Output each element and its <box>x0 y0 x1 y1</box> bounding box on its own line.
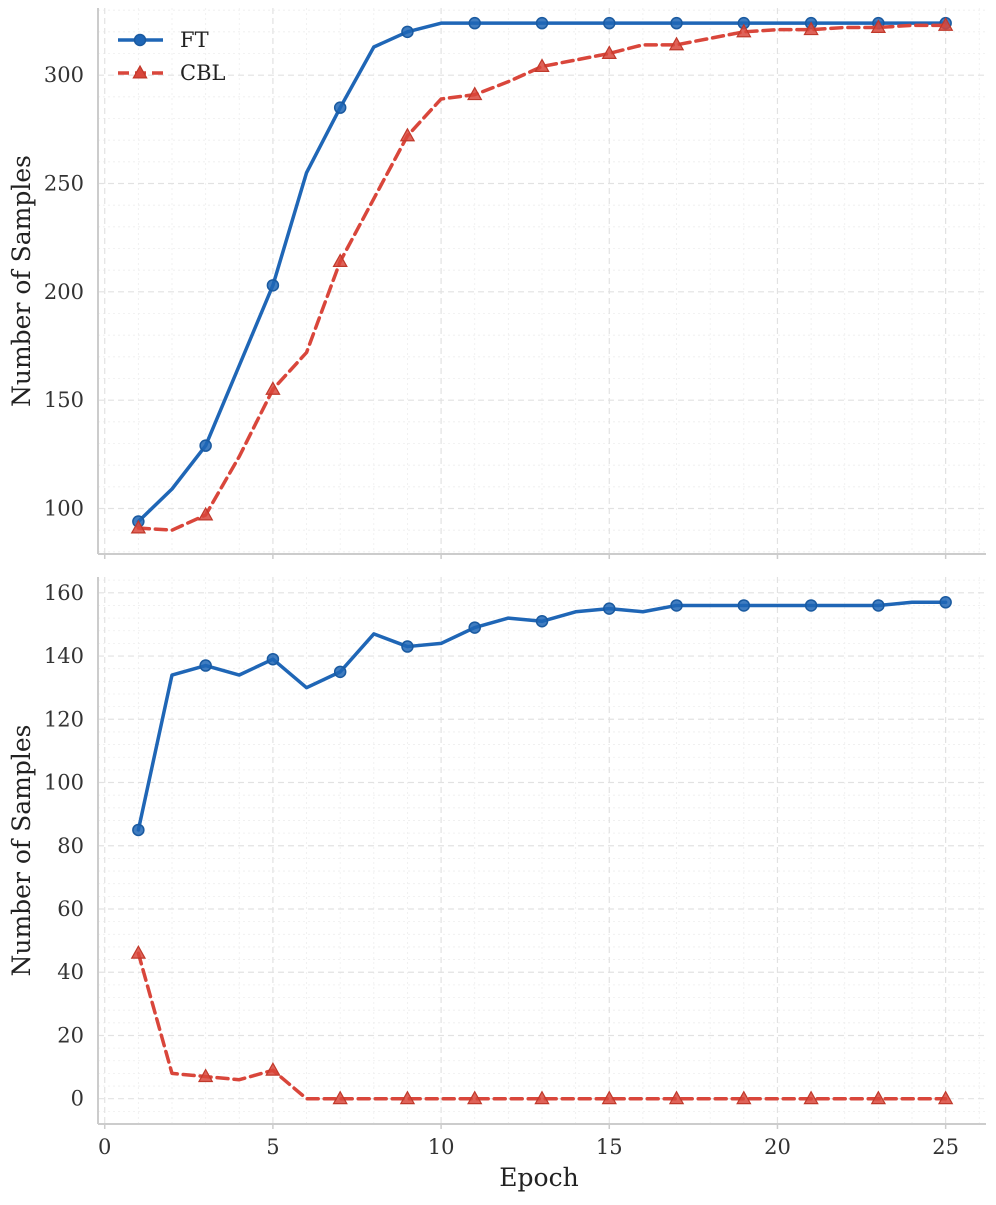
data-point-ft <box>333 101 347 114</box>
x-axis-label: Epoch <box>499 1163 578 1192</box>
data-point-ft <box>872 599 885 612</box>
data-point-ft <box>401 25 414 39</box>
data-point-ft <box>535 16 549 30</box>
data-point-ft <box>670 599 683 612</box>
data-point-cbl <box>130 945 147 959</box>
y-tick-label: 300 <box>44 63 84 87</box>
data-point-ft <box>199 439 212 452</box>
y-tick-label: 200 <box>44 280 84 304</box>
y-tick-label: 120 <box>44 707 84 731</box>
x-tick-label: 15 <box>596 1135 623 1159</box>
series-line-ft <box>136 600 948 832</box>
data-point-ft <box>401 640 414 653</box>
data-point-cbl <box>803 21 819 36</box>
data-point-ft <box>468 16 481 30</box>
legend-marker-ft <box>133 33 147 47</box>
data-point-cbl <box>937 1090 954 1105</box>
data-point-cbl <box>870 19 887 34</box>
legend-label-cbl: CBL <box>180 61 226 85</box>
x-tick-label: 25 <box>932 1135 959 1159</box>
y-tick-label: 160 <box>44 581 84 605</box>
grid <box>98 577 986 1125</box>
data-point-ft <box>333 665 347 679</box>
y-tick-label: 250 <box>44 172 84 196</box>
data-point-cbl <box>130 519 147 534</box>
data-point-cbl <box>668 36 685 51</box>
y-tick-label: 100 <box>44 497 84 521</box>
data-point-cbl <box>736 1090 752 1105</box>
panel-1: 100 150 200 250 300 Number of Samples FT CBL <box>7 8 986 559</box>
legend-marker-cbl <box>132 64 148 79</box>
data-point-ft <box>670 16 683 30</box>
data-point-cbl <box>668 1090 685 1105</box>
y-tick-label: 20 <box>57 1023 84 1047</box>
y-tick-label: 0 <box>71 1087 84 1111</box>
y-axis-label: Number of Samples <box>7 725 36 977</box>
data-point-cbl <box>534 1090 550 1105</box>
legend: FT CBL <box>118 28 226 85</box>
data-point-cbl <box>265 381 281 395</box>
data-point-ft <box>939 596 952 609</box>
data-point-cbl <box>937 17 954 31</box>
data-point-ft <box>535 615 549 628</box>
data-point-ft <box>132 823 145 837</box>
data-point-cbl <box>467 86 483 101</box>
data-point-ft <box>804 599 818 612</box>
legend-label-ft: FT <box>180 28 209 52</box>
y-tick-label: 100 <box>44 771 84 795</box>
data-point-ft <box>199 659 212 672</box>
data-point-ft <box>468 621 481 634</box>
data-point-cbl <box>332 253 348 267</box>
data-point-cbl <box>601 45 617 60</box>
y-tick-label: 40 <box>57 960 84 984</box>
data-point-cbl <box>197 1068 214 1083</box>
series-line-cbl <box>136 951 948 1101</box>
data-point-cbl <box>803 1090 819 1105</box>
series-ft <box>132 596 952 837</box>
data-point-ft <box>603 602 616 615</box>
panel-2: 0 20 40 60 80 100 120 140 160 0 5 10 15 20 25 Number of… <box>7 577 986 1192</box>
data-point-cbl <box>534 58 550 73</box>
grid <box>98 8 986 554</box>
y-tick-label: 140 <box>44 644 84 668</box>
series-cbl <box>130 945 954 1105</box>
data-point-ft <box>266 652 280 666</box>
y-axis-label: Number of Samples <box>7 155 36 407</box>
data-point-ft <box>737 599 751 612</box>
series-cbl <box>130 17 954 534</box>
x-tick-label: 0 <box>98 1135 111 1159</box>
series-line-ft <box>136 21 948 524</box>
y-tick-label: 80 <box>57 834 84 858</box>
data-point-cbl <box>870 1090 887 1105</box>
y-tick-label: 60 <box>57 897 84 921</box>
x-tick-label: 10 <box>428 1135 455 1159</box>
data-point-cbl <box>197 506 214 521</box>
data-point-ft <box>603 16 616 30</box>
data-point-cbl <box>332 1090 348 1105</box>
data-point-cbl <box>601 1090 617 1105</box>
x-tick-label: 5 <box>266 1135 279 1159</box>
data-point-cbl <box>467 1090 483 1105</box>
data-point-cbl <box>399 1090 416 1105</box>
y-tick-label: 150 <box>44 388 84 412</box>
data-point-cbl <box>736 23 752 38</box>
data-point-cbl <box>399 127 416 142</box>
x-tick-label: 20 <box>764 1135 791 1159</box>
data-point-ft <box>266 279 280 292</box>
data-point-cbl <box>265 1062 281 1076</box>
